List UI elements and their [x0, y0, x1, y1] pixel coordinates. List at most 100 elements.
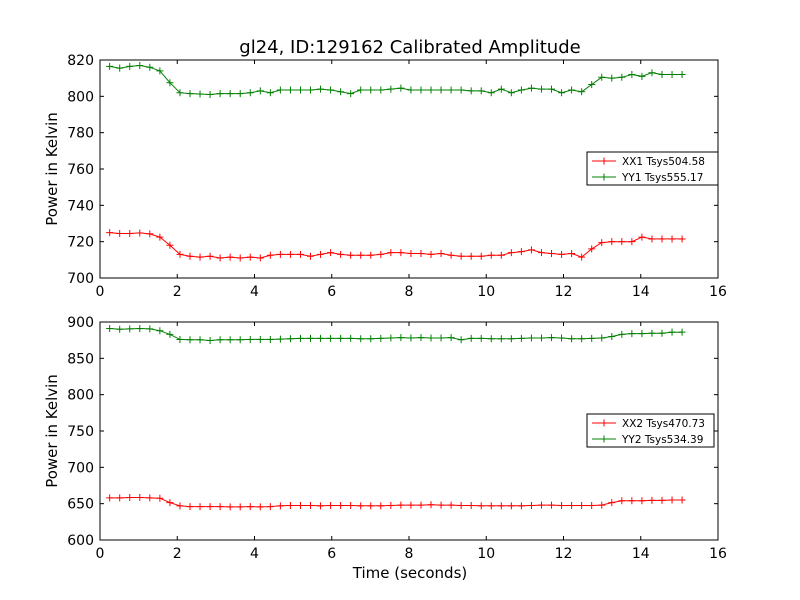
- data-point-marker: [256, 87, 264, 95]
- x-tick-label: 4: [250, 284, 259, 300]
- data-point-marker: [568, 501, 576, 509]
- data-point-marker: [126, 493, 134, 501]
- data-point-marker: [588, 245, 596, 253]
- data-point-marker: [116, 325, 124, 333]
- data-point-marker: [628, 71, 636, 79]
- data-point-marker: [226, 253, 234, 261]
- y-tick-label: 650: [67, 497, 94, 513]
- data-point-marker: [578, 88, 586, 96]
- data-point-marker: [558, 334, 566, 342]
- data-point-marker: [166, 79, 174, 87]
- data-point-marker: [307, 86, 315, 94]
- data-point-marker: [517, 248, 525, 256]
- chart-title: gl24, ID:129162 Calibrated Amplitude: [239, 37, 580, 58]
- data-point-marker: [417, 501, 425, 509]
- data-point-marker: [307, 252, 315, 260]
- data-point-marker: [156, 233, 164, 241]
- data-point-marker: [337, 88, 345, 96]
- data-point-marker: [397, 84, 405, 92]
- data-point-marker: [477, 502, 485, 510]
- data-point-marker: [537, 501, 545, 509]
- data-point-marker: [216, 90, 224, 98]
- data-point-marker: [176, 250, 184, 258]
- data-point-marker: [638, 330, 646, 338]
- data-point-marker: [608, 74, 616, 82]
- legend-marker: [600, 419, 608, 427]
- data-point-marker: [337, 334, 345, 342]
- data-point-marker: [317, 250, 325, 258]
- data-point-marker: [407, 86, 415, 94]
- data-point-marker: [507, 335, 515, 343]
- data-point-marker: [578, 501, 586, 509]
- data-point-marker: [266, 503, 274, 511]
- data-point-marker: [286, 86, 294, 94]
- data-point-marker: [628, 238, 636, 246]
- data-point-marker: [196, 90, 204, 98]
- data-point-marker: [166, 241, 174, 249]
- data-point-marker: [387, 501, 395, 509]
- legend-entry-label: XX2 Tsys470.73: [622, 418, 705, 430]
- data-point-marker: [276, 250, 284, 258]
- data-point-marker: [216, 336, 224, 344]
- series-line: [109, 232, 683, 259]
- data-point-marker: [678, 71, 686, 79]
- data-point-marker: [317, 334, 325, 342]
- x-tick-label: 0: [96, 546, 105, 562]
- data-point-marker: [638, 233, 646, 241]
- x-tick-label: 0: [96, 284, 105, 300]
- x-tick-label: 2: [173, 546, 182, 562]
- data-point-marker: [598, 73, 606, 81]
- data-point-marker: [176, 502, 184, 510]
- data-point-marker: [106, 494, 114, 502]
- data-point-marker: [417, 334, 425, 342]
- data-point-marker: [467, 334, 475, 342]
- data-point-marker: [668, 328, 676, 336]
- data-point-marker: [347, 334, 355, 342]
- data-point-marker: [206, 503, 214, 511]
- data-point-marker: [558, 250, 566, 258]
- data-point-marker: [477, 334, 485, 342]
- data-point-marker: [156, 67, 164, 75]
- data-point-marker: [256, 254, 264, 262]
- data-point-marker: [487, 502, 495, 510]
- data-point-marker: [327, 249, 335, 257]
- data-point-marker: [467, 87, 475, 95]
- data-point-marker: [136, 325, 144, 333]
- data-point-marker: [497, 251, 505, 259]
- data-point-marker: [156, 494, 164, 502]
- data-point-marker: [497, 335, 505, 343]
- data-point-marker: [467, 501, 475, 509]
- data-point-marker: [497, 502, 505, 510]
- data-point-marker: [487, 89, 495, 97]
- data-point-marker: [447, 501, 455, 509]
- data-point-marker: [136, 493, 144, 501]
- x-tick-label: 8: [405, 546, 414, 562]
- data-point-marker: [367, 86, 375, 94]
- data-point-marker: [186, 252, 194, 260]
- data-point-marker: [246, 89, 254, 97]
- legend-marker: [600, 173, 608, 181]
- data-point-marker: [427, 501, 435, 509]
- data-point-marker: [648, 235, 656, 243]
- data-point-marker: [176, 89, 184, 97]
- data-point-marker: [487, 251, 495, 259]
- data-point-marker: [568, 335, 576, 343]
- data-point-marker: [668, 235, 676, 243]
- data-point-marker: [598, 501, 606, 509]
- data-point-marker: [457, 336, 465, 344]
- data-point-marker: [548, 501, 556, 509]
- data-point-marker: [136, 61, 144, 69]
- data-point-marker: [427, 250, 435, 258]
- data-point-marker: [126, 62, 134, 70]
- data-point-marker: [477, 87, 485, 95]
- data-point-marker: [437, 86, 445, 94]
- data-point-marker: [668, 496, 676, 504]
- legend-marker: [600, 435, 608, 443]
- data-point-marker: [347, 501, 355, 509]
- legend-box: [586, 413, 715, 448]
- x-tick-label: 4: [250, 546, 259, 562]
- data-point-marker: [427, 334, 435, 342]
- data-point-marker: [357, 251, 365, 259]
- data-point-marker: [407, 334, 415, 342]
- data-point-marker: [196, 253, 204, 261]
